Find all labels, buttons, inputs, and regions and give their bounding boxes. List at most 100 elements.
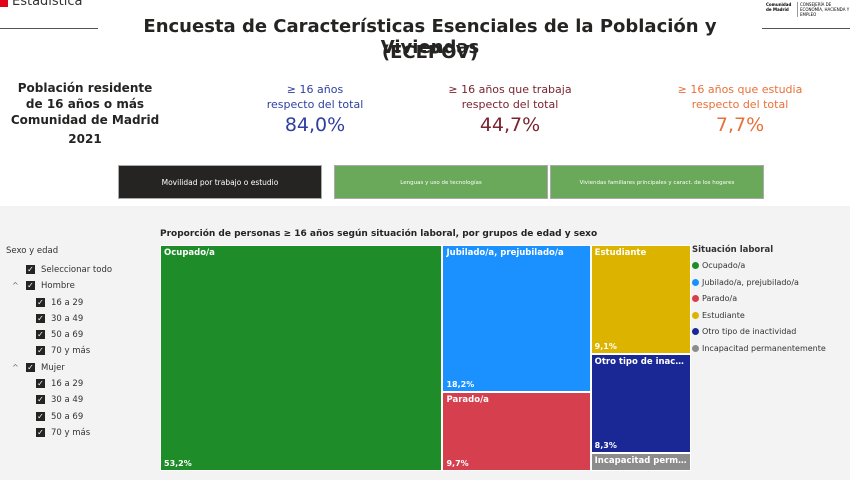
legend-item: Incapacitad permanentemente <box>692 341 850 358</box>
kpi-card: ≥ 16 años respecto del total 84,0% <box>225 82 405 136</box>
slicer-item[interactable]: ✓ 50 a 69 <box>6 327 151 343</box>
slicer-label: 50 a 69 <box>51 330 84 341</box>
summary-line: Comunidad de Madrid <box>10 113 160 127</box>
kpi-label: ≥ 16 años que trabaja <box>448 83 572 96</box>
legend-item: Otro tipo de inactividad <box>692 324 850 341</box>
treemap-cell[interactable]: Otro tipo de inactividad 8,3% <box>590 353 691 454</box>
legend-item: Estudiante <box>692 308 850 325</box>
cell-label: Incapacitad permanentemente <box>594 456 687 467</box>
kpi-label: ≥ 16 años que estudia <box>677 83 803 96</box>
chart-title: Proporción de personas ≥ 16 años según s… <box>160 229 598 239</box>
checkbox: ✓ <box>36 313 45 323</box>
title-rule <box>0 28 98 29</box>
legend-title: Situación laboral <box>692 245 774 255</box>
treemap-cell[interactable]: Jubilado/a, prejubilado/a 18,2% <box>442 245 591 393</box>
legend: Situación laboral Ocupado/a Jubilado/a, p… <box>692 245 850 357</box>
tab-button[interactable]: Viviendas familiares principales y carac… <box>550 165 764 199</box>
title-rule <box>762 28 850 29</box>
slicer-label: 30 a 49 <box>51 313 84 324</box>
legend-item: Ocupado/a <box>692 258 850 275</box>
slicer-item[interactable]: ✓ 16 a 29 <box>6 376 151 392</box>
slicer-item[interactable]: ^ ✓ Hombre <box>6 278 151 294</box>
kpi-label: ≥ 16 años <box>286 83 344 96</box>
checkbox: ✓ <box>36 379 45 389</box>
treemap-cell[interactable]: Ocupado/a 53,2% <box>160 245 443 471</box>
legend-swatch <box>692 295 699 302</box>
cell-value: 8,3% <box>594 441 617 451</box>
legend-label: Otro tipo de inactividad <box>702 327 797 336</box>
legend-label: Parado/a <box>702 294 738 303</box>
legend-swatch <box>692 328 699 335</box>
checkbox: ✓ <box>36 330 45 340</box>
checkbox: ✓ <box>36 297 45 307</box>
slicer-item[interactable]: ^ ✓ Mujer <box>6 360 151 376</box>
kpi-card: ≥ 16 años que estudia respecto del total 7… <box>650 82 830 136</box>
slicer-item[interactable]: ✓ 30 a 49 <box>6 392 151 408</box>
cell-value: 9,1% <box>594 341 617 351</box>
checkbox: ✓ <box>36 427 45 437</box>
kpi-value: 7,7% <box>715 114 765 136</box>
slicer-label: Seleccionar todo <box>41 265 113 275</box>
slicer-title: Sexo y edad <box>6 246 59 256</box>
slicer-item[interactable]: ✓ 16 a 29 <box>6 295 151 311</box>
title: (ECEPOV) <box>381 42 479 63</box>
expand-arrow: ^ <box>12 362 19 372</box>
treemap-cell[interactable]: Incapacitad permanentemente <box>590 453 691 471</box>
slicer-label: 50 a 69 <box>51 411 84 422</box>
legend-swatch <box>692 278 699 286</box>
cell-value: 53,2% <box>164 459 192 468</box>
kpi-label: respecto del total <box>266 98 364 111</box>
checkbox: ✓ <box>36 346 45 356</box>
summary: Población residente de 16 años o más Comun… <box>10 80 160 147</box>
logo-text: Estadística <box>12 0 83 9</box>
slicer-label: Mujer <box>41 362 65 373</box>
legend-label: Estudiante <box>702 310 745 320</box>
cell-label: Parado/a <box>446 395 489 406</box>
cell-label: Ocupado/a <box>164 248 215 258</box>
kpi-label: respecto del total <box>691 98 789 111</box>
legend-swatch <box>692 311 699 319</box>
treemap-cell[interactable]: Estudiante 9,1% <box>590 245 691 354</box>
slicer-label: 16 a 29 <box>51 379 84 390</box>
checkbox: ✓ <box>26 281 35 291</box>
checkbox: ✓ <box>26 362 35 372</box>
kpi-value: 84,0% <box>284 114 346 136</box>
tab-button[interactable]: Movilidad por trabajo o estudio <box>118 165 322 199</box>
slicer: Sexo y edad ✓ Seleccionar todo ^ ✓ Hombre ✓ 16 … <box>6 246 151 441</box>
kpi-value: 44,7% <box>479 114 541 136</box>
slicer-item[interactable]: ✓ 70 y más <box>6 343 151 359</box>
legend-label: Ocupado/a <box>702 261 746 270</box>
kpi-card: ≥ 16 años que trabaja respecto del total 4… <box>420 82 600 136</box>
slicer-item[interactable]: ✓ Seleccionar todo <box>6 262 151 278</box>
legend-label: Jubilado/a, prejubilado/a <box>702 277 799 287</box>
summary-line: 2021 <box>68 132 102 146</box>
legend-item: Jubilado/a, prejubilado/a <box>692 275 850 292</box>
slicer-item[interactable]: ✓ 30 a 49 <box>6 311 151 327</box>
legend-item: Parado/a <box>692 291 850 308</box>
slicer-label: 70 y más <box>51 346 91 357</box>
slicer-item[interactable]: ✓ 50 a 69 <box>6 409 151 425</box>
tab-button[interactable]: Lenguas y uso de tecnologías <box>334 165 548 199</box>
org-name: Comunidad de Madrid <box>766 2 792 12</box>
logo-mark <box>0 0 8 7</box>
expand-arrow: ^ <box>12 281 19 291</box>
treemap-cell[interactable]: Parado/a 9,7% <box>442 392 591 471</box>
cell-label: Jubilado/a, prejubilado/a <box>446 248 564 258</box>
kpi-label: respecto del total <box>461 98 559 111</box>
slicer-label: 16 a 29 <box>51 297 84 308</box>
title: Encuesta de Características Esenciales d… <box>143 16 717 58</box>
checkbox: ✓ <box>26 265 35 274</box>
cell-value: 18,2% <box>446 380 475 390</box>
cell-value: 9,7% <box>446 458 469 468</box>
legend-swatch <box>692 262 699 269</box>
slicer-item[interactable]: ✓ 70 y más <box>6 425 151 441</box>
legend-label: Incapacitad permanentemente <box>702 343 826 353</box>
cell-label: Otro tipo de inactividad <box>594 356 687 367</box>
summary-line: de 16 años o más <box>25 97 145 111</box>
cell-label: Estudiante <box>594 248 647 258</box>
org-dept: CONSEJERÍA DE ECONOMÍA, HACIENDA Y EMPLE… <box>797 2 850 17</box>
slicer-label: 30 a 49 <box>51 395 84 406</box>
checkbox: ✓ <box>36 395 45 405</box>
summary-line: Población residente <box>17 81 153 95</box>
